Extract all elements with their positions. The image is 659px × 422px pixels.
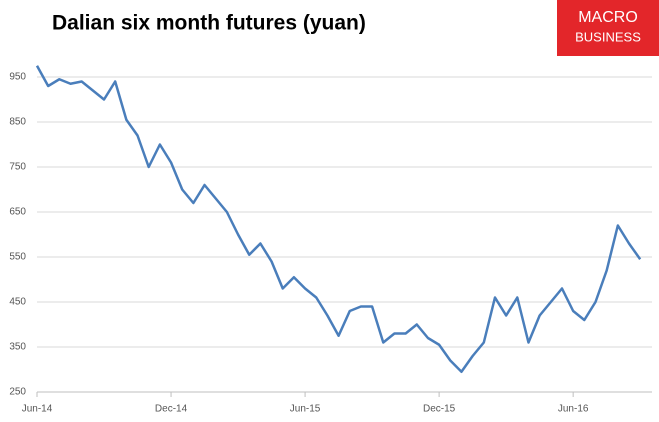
- y-tick-label: 750: [9, 162, 26, 173]
- data-line: [35, 65, 642, 373]
- x-tick-label: Dec-15: [423, 404, 456, 415]
- chart-title: Dalian six month futures (yuan): [52, 12, 366, 35]
- y-tick-label: 550: [9, 252, 26, 263]
- y-tick-label: 650: [9, 207, 26, 218]
- x-tick-label: Jun-15: [290, 404, 321, 415]
- y-tick-label: 350: [9, 342, 26, 353]
- x-tick-label: Dec-14: [155, 404, 188, 415]
- y-tick-label: 950: [9, 72, 26, 83]
- y-tick-label: 850: [9, 117, 26, 128]
- y-tick-label: 250: [9, 387, 26, 398]
- x-tick-label: Jun-14: [22, 404, 53, 415]
- y-tick-label: 450: [9, 297, 26, 308]
- logo-box: [557, 0, 659, 56]
- logo-line1: MACRO: [578, 9, 638, 26]
- x-tick-label: Jun-16: [558, 404, 589, 415]
- logo-line2: BUSINESS: [575, 29, 641, 44]
